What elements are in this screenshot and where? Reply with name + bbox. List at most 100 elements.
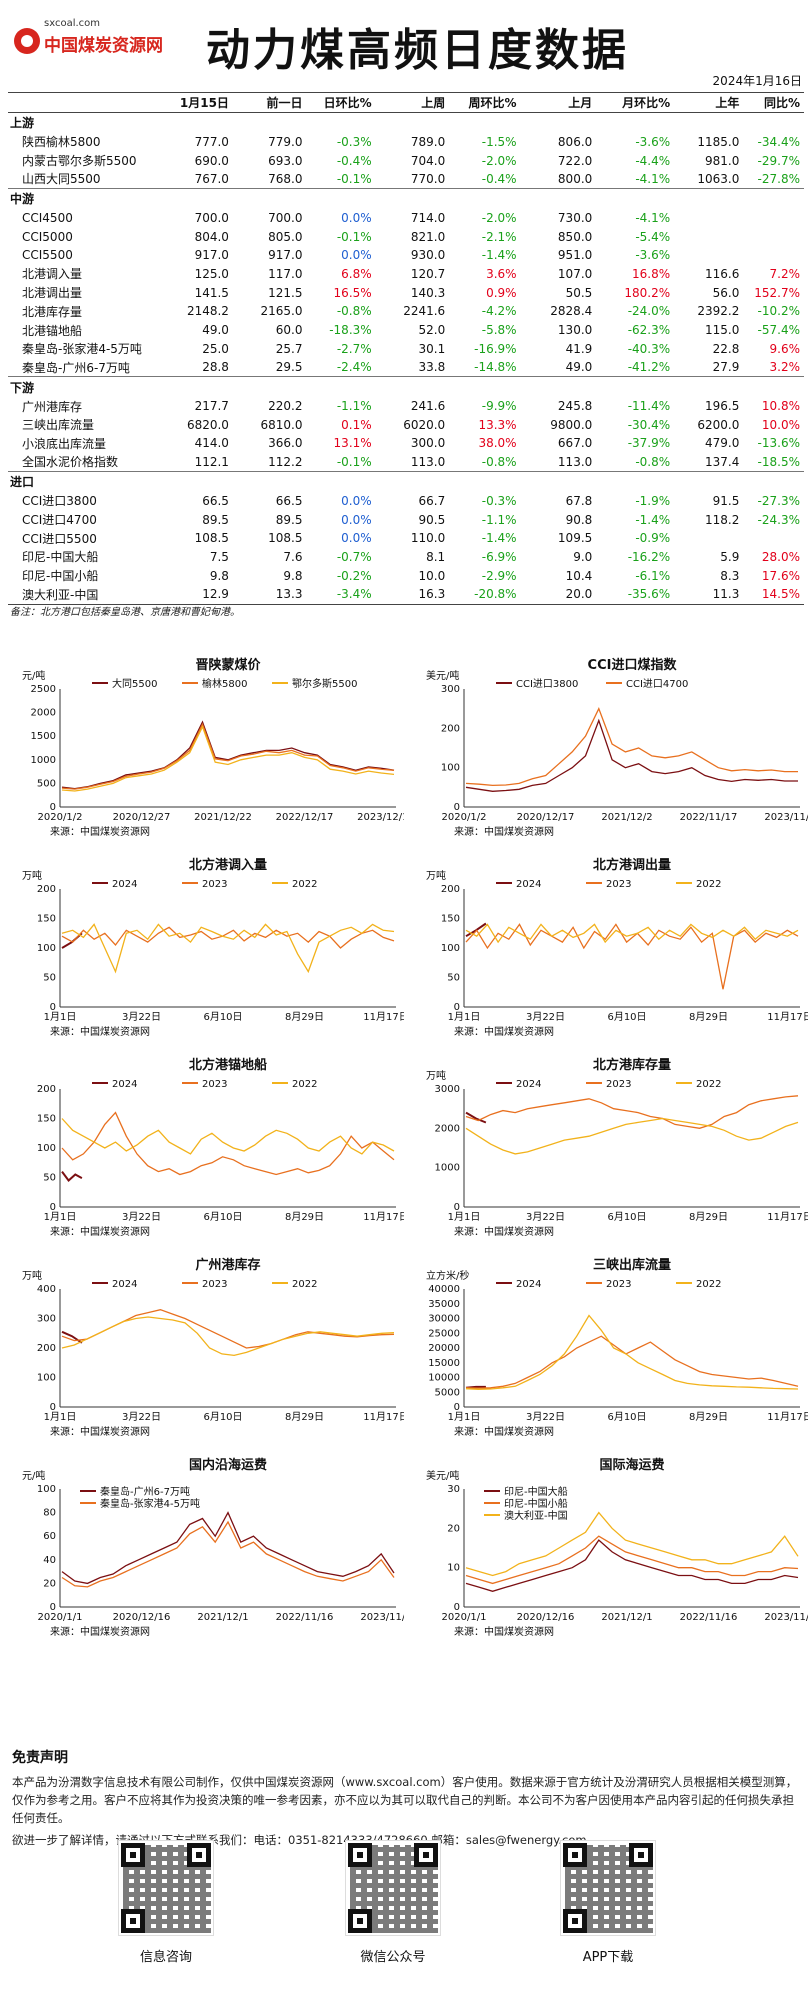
table-cell: 115.0 xyxy=(704,323,740,338)
y-tick-label: 0 xyxy=(50,1402,56,1413)
table-cell: 20.0 xyxy=(565,587,593,602)
qr-label-wechat: 微信公众号 xyxy=(360,1950,426,1965)
legend-label: 大同5500 xyxy=(112,677,157,690)
table-cell: 821.0 xyxy=(410,229,446,244)
table-cell: 16.5% xyxy=(333,285,372,300)
table-cell: -0.4% xyxy=(481,171,517,186)
table-cell: 0.0% xyxy=(341,512,372,527)
x-tick-label: 2020/1/2 xyxy=(442,812,487,823)
qr-code-app[interactable] xyxy=(560,1840,656,1936)
legend-label: 秦皇岛-张家港4-5万吨 xyxy=(100,1497,200,1510)
table-cell: 33.8 xyxy=(418,360,446,375)
x-tick-label: 6月10日 xyxy=(607,1011,646,1023)
table-cell: 66.7 xyxy=(418,493,446,508)
table-cell: 7.6 xyxy=(283,549,303,564)
table-cell: 112.2 xyxy=(268,454,303,469)
table-cell: -0.9% xyxy=(635,531,671,546)
column-header: 上月 xyxy=(520,92,597,113)
chart-source: 来源：中国煤炭资源网 xyxy=(454,1025,554,1038)
y-tick-label: 1000 xyxy=(435,1163,460,1174)
y-tick-label: 10 xyxy=(447,1563,460,1574)
disclaimer-title: 免责声明 xyxy=(12,1750,68,1766)
y-tick-label: 0 xyxy=(454,1602,460,1613)
data-table-container: 1月15日 前一日 日环比% 上周 周环比% 上月 月环比% 上年 同比% 上游 陕西榆林5800… xyxy=(8,92,804,620)
series-line xyxy=(61,1118,395,1155)
table-cell xyxy=(743,209,804,228)
legend-label: 2022 xyxy=(292,1279,317,1290)
table-cell: -13.6% xyxy=(757,436,800,451)
x-tick-label: 2020/12/16 xyxy=(113,1612,171,1623)
legend-label: 2022 xyxy=(696,1079,721,1090)
table-cell: 7.2% xyxy=(769,266,801,281)
y-unit-label: 美元/吨 xyxy=(426,1469,459,1482)
table-cell: 0.0% xyxy=(341,493,372,508)
table-cell: -34.4% xyxy=(757,134,800,149)
row-label: 北港调入量 xyxy=(22,267,83,282)
x-tick-label: 1月1日 xyxy=(44,1011,77,1023)
table-header-row: 1月15日 前一日 日环比% 上周 周环比% 上月 月环比% 上年 同比% xyxy=(8,92,804,113)
x-tick-label: 2020/1/2 xyxy=(38,812,83,823)
table-row: 山西大同5500 767.0 768.0 -0.1% 770.0 -0.4% 800.0 -4… xyxy=(8,170,804,189)
x-tick-label: 11月17日 xyxy=(767,1211,808,1223)
table-cell: -0.7% xyxy=(336,549,372,564)
table-cell: -37.9% xyxy=(627,436,671,451)
series-line xyxy=(61,926,395,949)
table-cell: 0.0% xyxy=(341,531,372,546)
table-cell: 28.0% xyxy=(761,549,800,564)
table-cell: 89.5 xyxy=(275,512,303,527)
y-tick-label: 10000 xyxy=(428,1373,460,1384)
y-tick-label: 0 xyxy=(50,1002,56,1013)
sxcoal-logo[interactable]: sxcoal.com 中国煤炭资源网 xyxy=(14,18,184,62)
table-cell: 930.0 xyxy=(410,248,446,263)
y-tick-label: 25000 xyxy=(428,1328,460,1339)
table-cell: -18.5% xyxy=(757,454,800,469)
table-cell: 66.5 xyxy=(202,493,229,508)
table-cell: 29.5 xyxy=(275,360,303,375)
series-line xyxy=(61,1309,395,1349)
x-tick-label: 2020/1/1 xyxy=(442,1612,487,1623)
table-cell: -1.4% xyxy=(481,248,517,263)
row-label: CCI进口4700 xyxy=(22,513,97,528)
table-cell: 917.0 xyxy=(268,248,303,263)
qr-label-consult: 信息咨询 xyxy=(139,1950,192,1965)
y-tick-label: 300 xyxy=(37,1314,56,1325)
qr-code-wechat[interactable] xyxy=(345,1840,441,1936)
table-row: 秦皇岛-张家港4-5万吨 25.0 25.7 -2.7% 30.1 -16.9% 41.9 -… xyxy=(8,339,804,358)
chart-title: 北方港库存量 xyxy=(593,1057,671,1073)
table-cell: -29.7% xyxy=(757,153,800,168)
qr-code-consult[interactable] xyxy=(118,1840,214,1936)
table-cell: 479.0 xyxy=(704,436,740,451)
y-tick-label: 20 xyxy=(447,1523,460,1534)
y-tick-label: 400 xyxy=(37,1284,56,1295)
x-tick-label: 2021/12/22 xyxy=(194,812,252,823)
chart-source: 来源：中国煤炭资源网 xyxy=(50,1025,150,1038)
series-line xyxy=(465,1511,799,1577)
table-cell: 10.0 xyxy=(418,568,446,583)
y-tick-label: 35000 xyxy=(428,1299,460,1310)
table-cell: 6810.0 xyxy=(260,417,303,432)
series-line xyxy=(61,720,395,790)
table-cell: 38.0% xyxy=(478,436,517,451)
table-cell: 28.8 xyxy=(202,360,229,375)
table-cell: -16.9% xyxy=(474,341,517,356)
table-row: CCI进口3800 66.5 66.5 0.0% 66.7 -0.3% 67.8 -1.9% 9… xyxy=(8,492,804,511)
series-line xyxy=(61,722,395,790)
chart-title: 三峡出库流量 xyxy=(593,1257,671,1273)
x-tick-label: 1月1日 xyxy=(448,1011,481,1023)
table-cell: 91.5 xyxy=(712,493,740,508)
table-cell: -1.5% xyxy=(481,134,517,149)
table-cell: 1063.0 xyxy=(697,171,740,186)
disclaimer-body: 本产品为汾渭数字信息技术有限公司制作，仅供中国煤炭资源网（www.sxcoal.… xyxy=(12,1775,798,1825)
table-cell: -2.7% xyxy=(336,341,372,356)
y-unit-label: 元/吨 xyxy=(22,669,45,682)
legend-label: 2022 xyxy=(292,879,317,890)
chart-source: 来源：中国煤炭资源网 xyxy=(454,1625,554,1638)
x-tick-label: 2021/12/2 xyxy=(601,812,652,823)
table-cell: 8.3 xyxy=(720,568,740,583)
column-header: 1月15日 xyxy=(148,92,233,113)
chart-source: 来源：中国煤炭资源网 xyxy=(50,825,150,838)
x-tick-label: 2022/11/16 xyxy=(276,1612,334,1623)
y-tick-label: 3000 xyxy=(435,1084,460,1095)
table-cell: 220.2 xyxy=(268,399,303,414)
table-cell: -27.8% xyxy=(757,171,800,186)
